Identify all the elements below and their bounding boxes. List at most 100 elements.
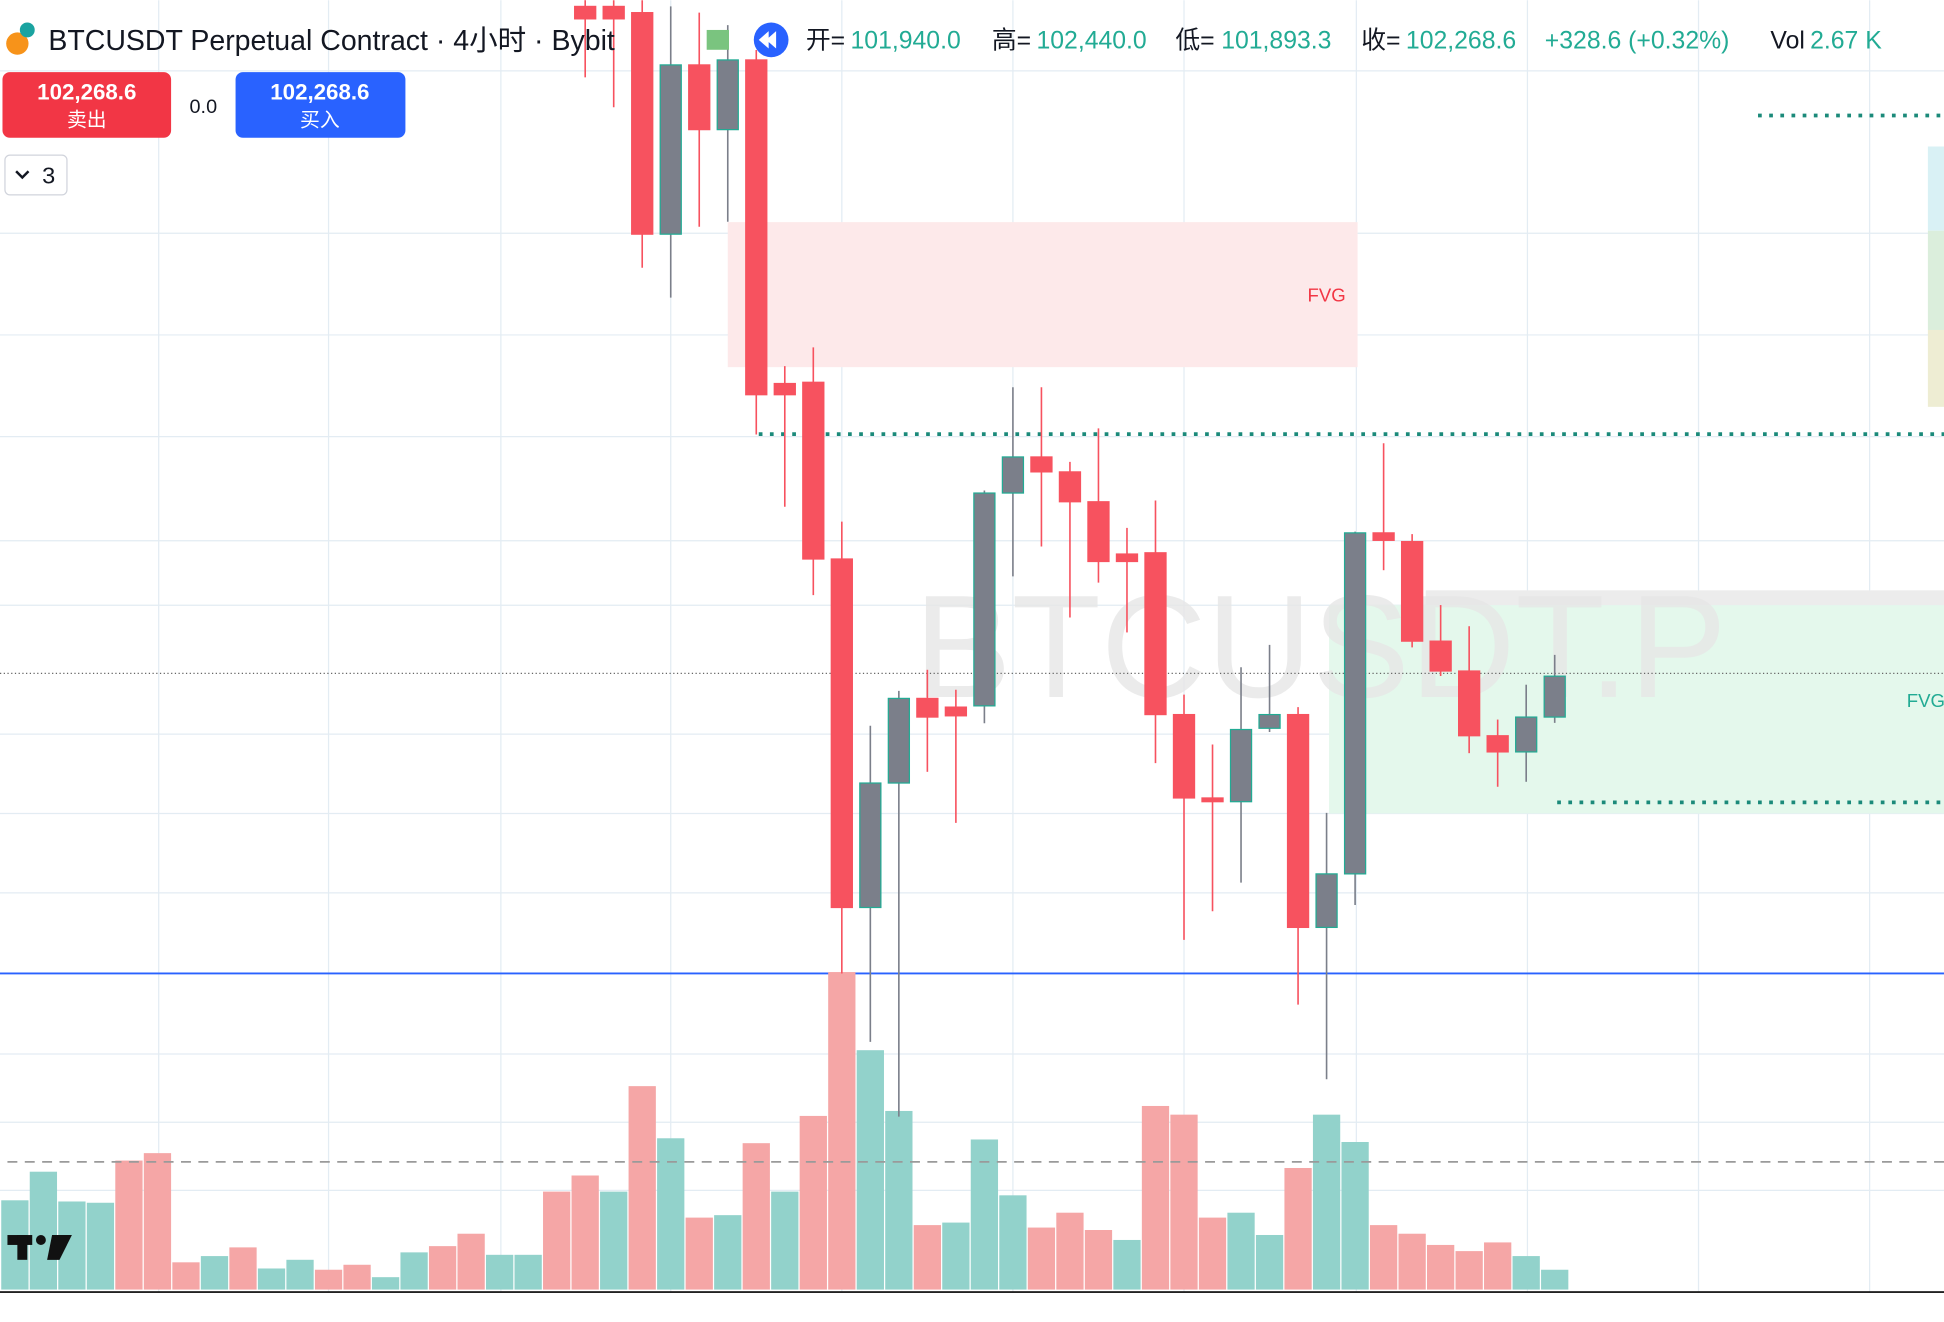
volume-bar [86, 1202, 115, 1290]
ohlc-value: 101,893.3 [1221, 28, 1331, 55]
candle-body [1543, 675, 1566, 718]
candle-body [830, 558, 853, 909]
toggle-box[interactable] [4, 154, 68, 196]
candle-body [802, 381, 825, 560]
indicator-count: 3 [42, 163, 55, 189]
ohlc-label: 低= [1175, 27, 1214, 55]
sell-label: 卖出 [67, 110, 107, 132]
candle-body [1087, 501, 1110, 563]
candle-body [745, 59, 768, 396]
volume-bar [885, 1110, 913, 1290]
candle-body [1201, 797, 1224, 803]
volume [1, 972, 1569, 1290]
candle-body [1343, 532, 1367, 875]
volume-bar [1369, 1225, 1398, 1290]
ohlc-value: 102,268.6 [1406, 28, 1516, 55]
side-strip [1927, 146, 1944, 231]
candle-body [602, 5, 625, 20]
candle-body [659, 64, 682, 235]
candle-body [1172, 713, 1196, 799]
candle-body [574, 5, 597, 20]
volume-bar [1141, 1105, 1170, 1290]
volume-bar [1227, 1212, 1255, 1290]
volume-bar [942, 1222, 970, 1290]
volume-bar [685, 1217, 713, 1290]
volume-bar [314, 1269, 343, 1290]
buy-button[interactable] [235, 72, 406, 138]
volume-bar [999, 1195, 1027, 1290]
candle-body [1030, 456, 1053, 473]
volume-bar [428, 1246, 457, 1290]
ohlc-label: 收= [1361, 27, 1400, 55]
volume-bar [628, 1086, 656, 1290]
volume-bar [1427, 1244, 1455, 1290]
ohlc-value: 101,940.0 [851, 28, 961, 55]
volume-bar [1113, 1239, 1141, 1290]
volume-bar [172, 1262, 200, 1290]
volume-bar [571, 1175, 599, 1290]
volume-bar [856, 1050, 884, 1290]
volume-bar [771, 1191, 799, 1290]
volume-bar [742, 1143, 770, 1290]
sell-button[interactable] [2, 72, 172, 138]
buy-label: 买入 [300, 110, 340, 132]
volume-bar [514, 1254, 542, 1290]
candle-body [1400, 540, 1424, 642]
volume-bar [1541, 1269, 1569, 1290]
logo-part [17, 1235, 28, 1260]
ohlc-label: 高= [992, 27, 1031, 55]
candle-body [916, 697, 939, 718]
coin-icon [6, 32, 29, 55]
candle-body [1001, 456, 1025, 494]
volume-bar [371, 1277, 400, 1290]
volume-bar [1255, 1234, 1284, 1290]
candle-body [1229, 728, 1253, 803]
volume-bar [1455, 1251, 1483, 1290]
header: BTCUSDT Perpetual Contract · 4小时 · Bybit… [6, 22, 1882, 58]
volume-bar [143, 1153, 172, 1290]
replay-icon [758, 31, 777, 49]
volume-bar [1512, 1256, 1540, 1290]
candle-body [1486, 735, 1509, 753]
zone-label: FVG [1307, 284, 1345, 305]
volume-bar [115, 1160, 143, 1290]
vol-label: Vol [1770, 28, 1804, 55]
volume-bar [1484, 1242, 1512, 1290]
spread: 0.0 [190, 96, 218, 118]
flag-icon[interactable] [706, 29, 729, 50]
indicator-toggle[interactable]: 3 [4, 154, 68, 196]
volume-bar [1198, 1217, 1227, 1290]
volume-bar [657, 1138, 685, 1290]
fvg-zone [1329, 605, 1944, 814]
logo-part [35, 1235, 46, 1245]
volume-bar [229, 1247, 257, 1290]
volume-bar [828, 972, 856, 1290]
watermark: BTCUSDT.P [914, 566, 1727, 729]
candle-body [631, 12, 654, 235]
candle-body [1515, 716, 1538, 753]
tv-logo [7, 1235, 72, 1260]
volume-bar [1398, 1233, 1426, 1290]
volume-bar [970, 1139, 999, 1290]
sell-price: 102,268.6 [37, 79, 136, 104]
candle-body [859, 782, 882, 909]
footer [0, 1293, 1944, 1322]
candle-body [1315, 873, 1338, 929]
chevron [15, 170, 30, 180]
symbol-title: BTCUSDT Perpetual Contract · 4小时 · Bybit [48, 25, 615, 57]
side-strip [1927, 230, 1944, 330]
candle-body [688, 64, 711, 131]
candle-body [1115, 553, 1139, 563]
trade-buttons: 102,268.6 卖出 0.0 102,268.6 买入 [2, 72, 406, 138]
candle-body [1286, 713, 1310, 929]
volume-bar [200, 1256, 229, 1290]
volume-bar [799, 1115, 827, 1290]
candle-body [1429, 640, 1452, 672]
zone-band [1425, 590, 1944, 606]
candle-body [973, 492, 996, 707]
volume-bar [1027, 1227, 1056, 1290]
exchange-icon [19, 22, 35, 38]
volume-bar [29, 1171, 58, 1290]
